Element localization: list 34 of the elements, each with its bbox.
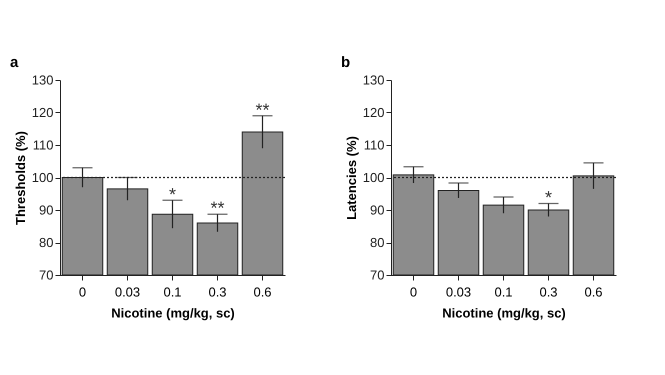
y-tick-label: 110 — [364, 138, 384, 152]
y-axis-title: Thresholds (%) — [12, 131, 28, 225]
x-tick-label: 0.1 — [163, 284, 182, 300]
y-tick-label: 70 — [39, 268, 54, 282]
annotation: ** — [210, 198, 225, 218]
y-tick-label: 130 — [32, 72, 54, 88]
y-tick-label: 110 — [32, 138, 54, 152]
y-tick-label: 90 — [370, 202, 384, 218]
x-tick-label: 0 — [410, 284, 418, 300]
x-tick-label: 0.3 — [208, 284, 227, 300]
y-axis-title: Latencies (%) — [344, 136, 359, 220]
y-tick-label: 80 — [370, 235, 384, 250]
chart-title: b — [341, 54, 350, 71]
y-tick-label: 90 — [39, 202, 54, 218]
x-tick-label: 0.3 — [539, 284, 558, 300]
y-tick-label: 120 — [32, 105, 54, 120]
x-tick-label: 0.03 — [446, 284, 472, 300]
y-tick-label: 80 — [39, 235, 54, 250]
x-tick-label: 0.6 — [584, 284, 603, 300]
x-tick-label: 0.1 — [494, 284, 513, 300]
annotation: * — [168, 184, 176, 204]
chart-title: a — [10, 54, 19, 71]
y-tick-label: 130 — [362, 72, 384, 88]
x-axis-title: Nicotine (mg/kg, sc) — [442, 306, 566, 320]
y-tick-label: 120 — [362, 105, 384, 120]
y-tick-label: 100 — [32, 170, 54, 185]
x-tick-label: 0 — [78, 284, 86, 300]
x-tick-label: 0.03 — [114, 284, 140, 300]
x-tick-label: 0.6 — [253, 284, 272, 300]
annotation: ** — [255, 100, 270, 120]
annotation: * — [544, 188, 552, 208]
x-axis-title: Nicotine (mg/kg, sc) — [111, 306, 235, 320]
y-tick-label: 100 — [362, 170, 384, 185]
y-tick-label: 70 — [370, 268, 384, 282]
